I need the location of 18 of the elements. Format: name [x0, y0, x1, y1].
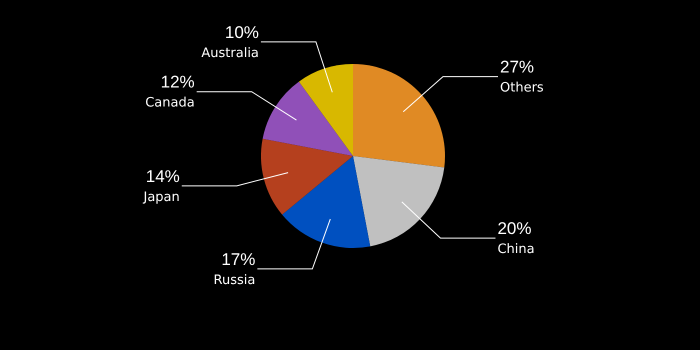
pie-slice: [261, 138, 353, 215]
data-label: 12%: [160, 72, 195, 92]
slice-label: Japan: [142, 190, 180, 205]
data-label: 14%: [146, 166, 180, 186]
pie-slice: [262, 82, 353, 156]
data-label: 20%: [497, 219, 532, 238]
slice-label: Australia: [201, 46, 259, 61]
slice-label: Canada: [145, 96, 195, 111]
data-label: 27%: [500, 58, 534, 77]
pie-slice: [353, 64, 445, 168]
slice-label: Others: [500, 80, 544, 96]
pie-slice: [353, 156, 444, 246]
pie-slice: [298, 64, 353, 156]
slice-label: China: [497, 242, 535, 258]
data-label: 10%: [224, 22, 259, 42]
slice-label: Russia: [214, 272, 256, 288]
data-label: 17%: [221, 250, 256, 269]
pie-slice: [282, 156, 370, 248]
